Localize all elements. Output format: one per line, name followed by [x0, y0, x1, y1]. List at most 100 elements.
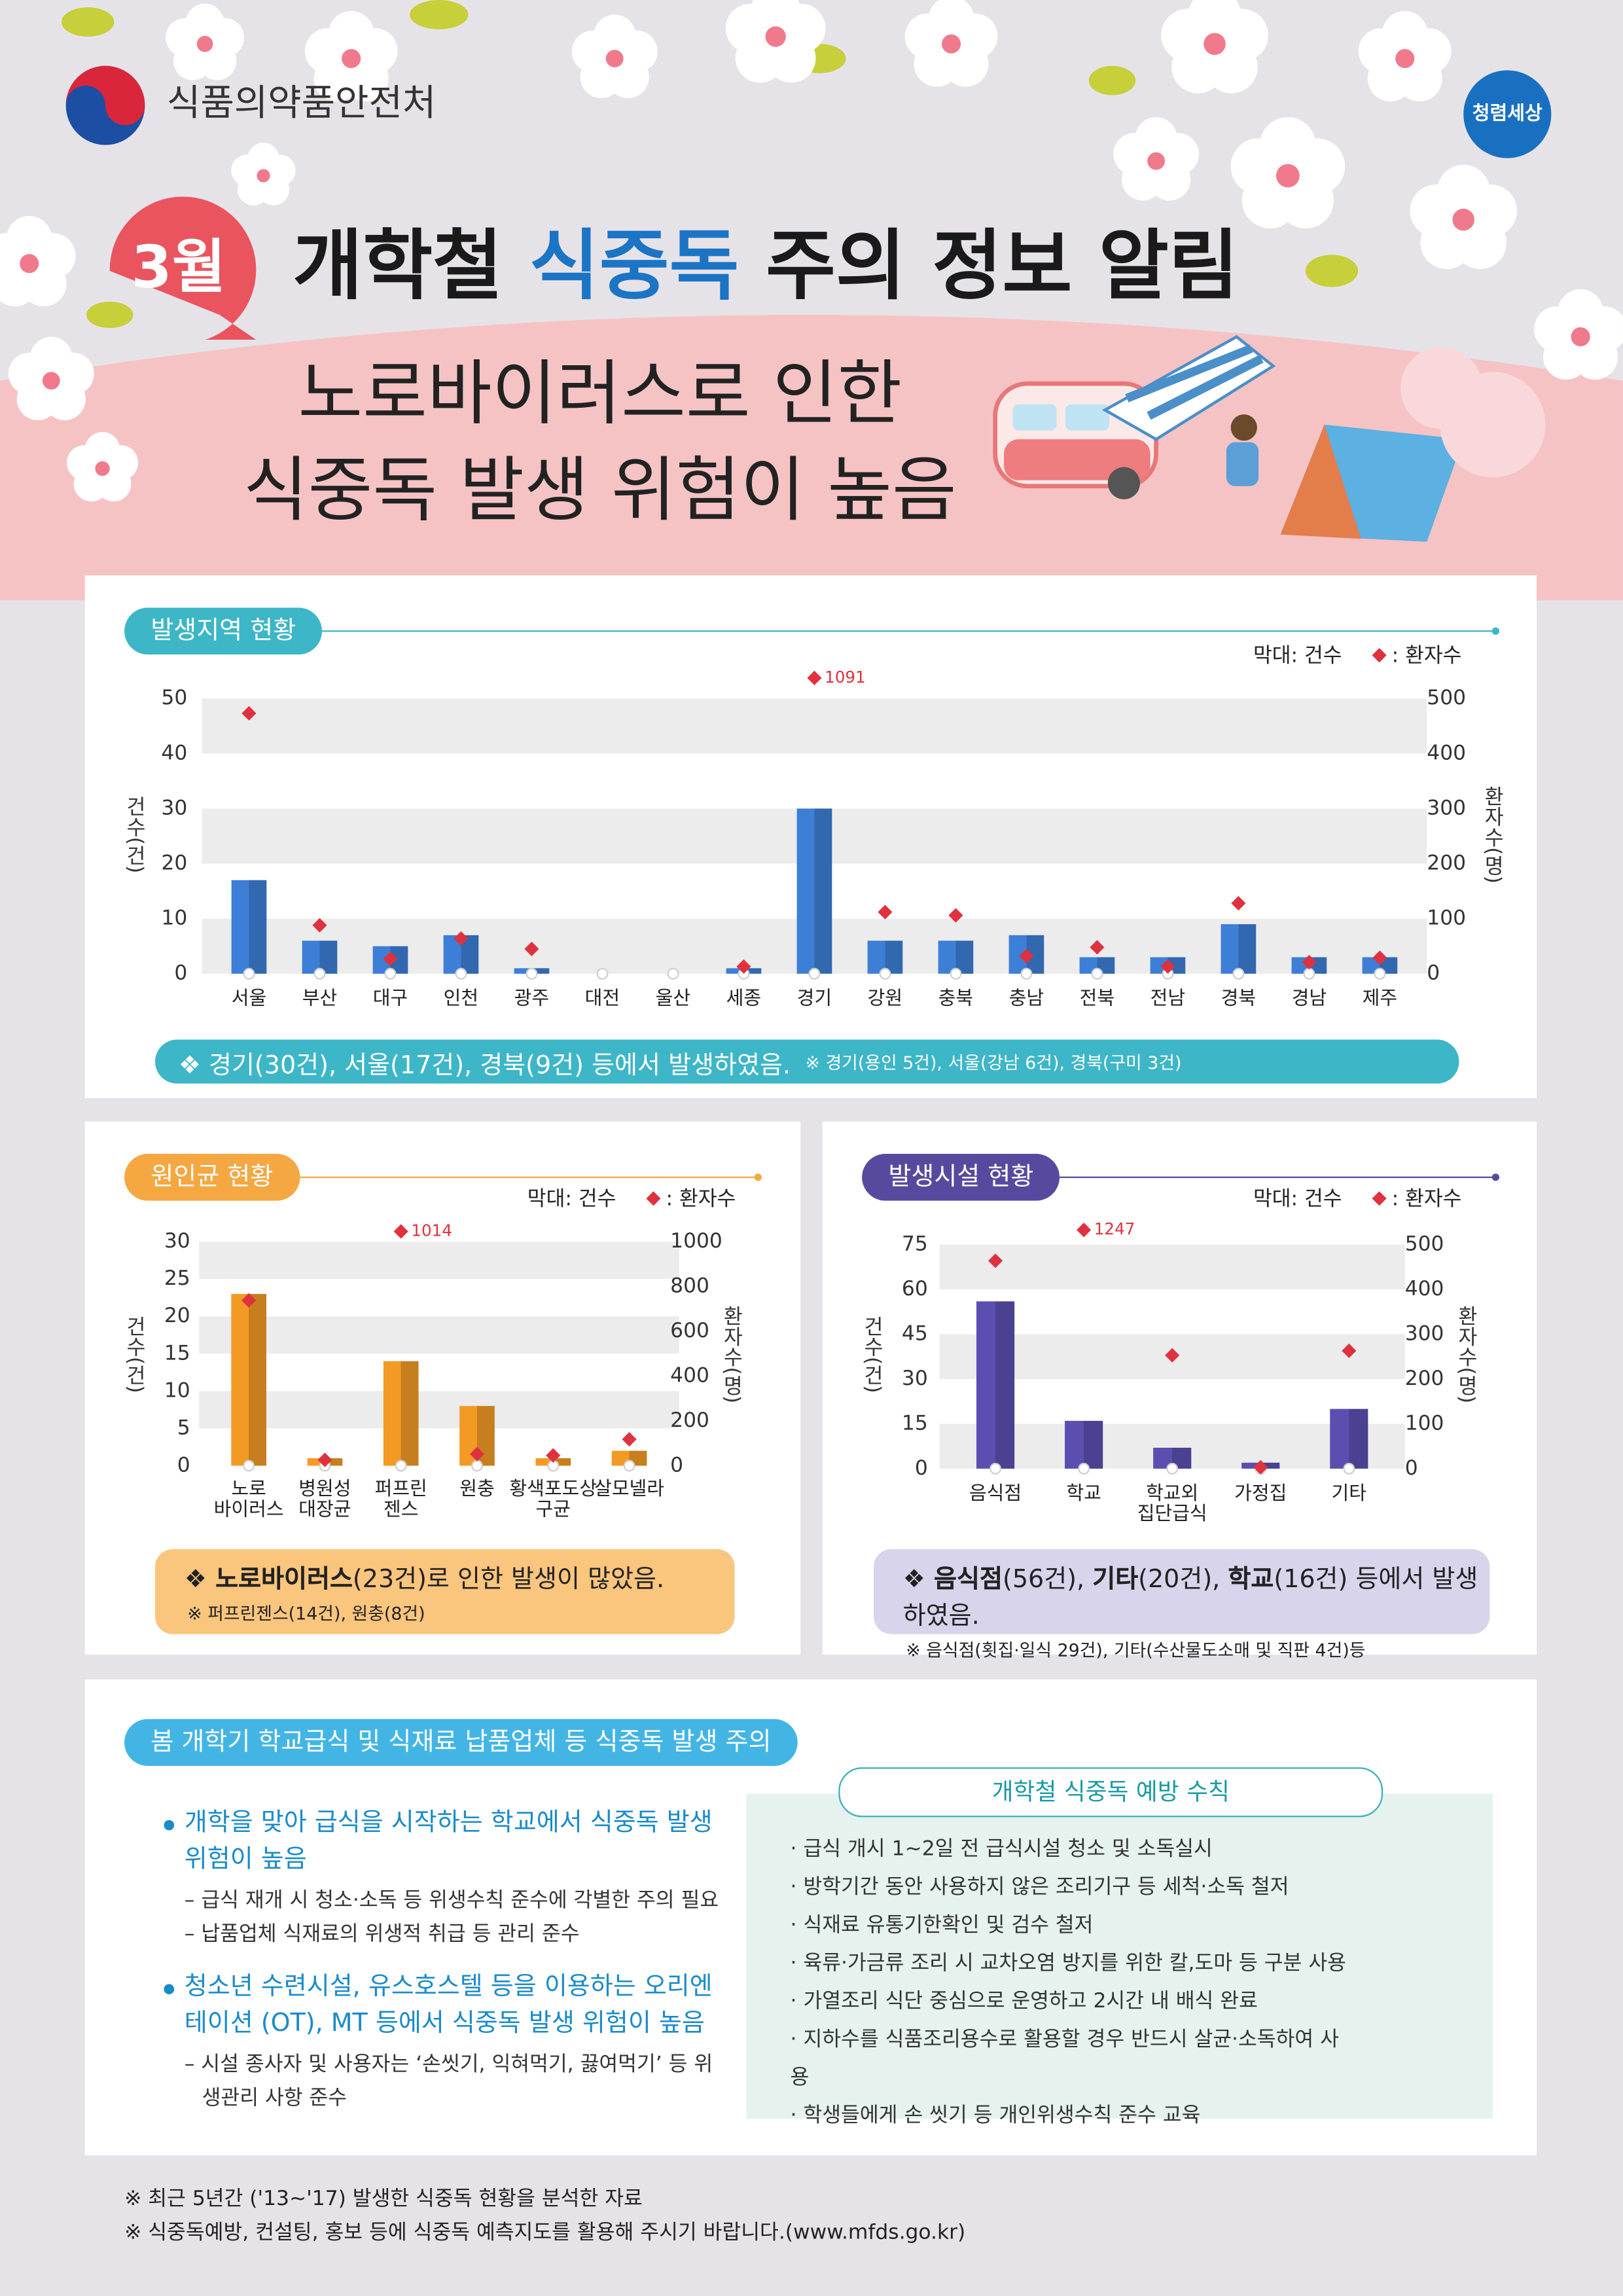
y-tick-label: 30 — [164, 1229, 190, 1253]
y2-axis-title: 환자수(명) — [1481, 785, 1505, 884]
note-line: ❖ 음식점(56건), 기타(20건), 학교(16건) 등에서 발생하였음. — [902, 1558, 1490, 1632]
warning-detail: – 납품업체 식재료의 위생적 취급 등 관리 준수 — [184, 1922, 580, 1946]
legend-label: : 환자수 — [1392, 643, 1462, 667]
marker — [393, 1224, 408, 1239]
y-tick-label: 25 — [164, 1266, 190, 1290]
base-dot — [1166, 1462, 1179, 1475]
title-part: 주의 정보 알림 — [740, 222, 1239, 310]
x-tick-label: 병원성 대장균 — [298, 1479, 351, 1522]
main-title: 개학철 식중독 주의 정보 알림 — [293, 222, 1239, 310]
y-axis-title: 건수(건) — [122, 795, 147, 874]
y2-tick-label: 0 — [1405, 1456, 1418, 1480]
chart-note: ❖ 경기(30건), 서울(17건), 경북(9건) 등에서 발생하였음. ※ 경… — [155, 1039, 1459, 1084]
y-tick-label: 30 — [161, 796, 187, 819]
note-line: ❖ 노로바이러스(23건)로 인한 발생이 많았음. — [184, 1558, 735, 1595]
legend-label: : 환자수 — [1392, 1187, 1462, 1210]
base-dot — [1020, 967, 1033, 980]
marker — [1372, 950, 1387, 965]
y-tick-label: 5 — [177, 1416, 190, 1439]
y2-tick-label: 0 — [670, 1453, 683, 1477]
note-line: ❖ 경기(30건), 서울(17건), 경북(9건) 등에서 발생하였음. — [179, 1043, 791, 1080]
base-dot — [313, 967, 326, 980]
rule: · 학생들에게 손 씻기 등 개인위생수칙 준수 교육 — [790, 2104, 1201, 2128]
decoration — [0, 0, 1623, 502]
base-dot — [1303, 967, 1315, 980]
legend-marker — [1372, 648, 1387, 663]
sub-note: ※ 경기(용인 5건), 서울(강남 6건), 경북(구미 3건) — [805, 1052, 1182, 1073]
base-dot — [808, 967, 821, 980]
rule: · 지하수를 식품조리용수로 활용할 경우 반드시 살균·소독하여 사용 — [790, 2028, 1339, 2090]
y-tick-label: 15 — [164, 1341, 190, 1365]
x-tick-label: 음식점 — [969, 1483, 1022, 1505]
title-rule-dot — [754, 1174, 762, 1181]
base-dot — [1374, 967, 1386, 980]
title-rule-dot — [1491, 1174, 1499, 1181]
warning-detail: – 시설 종사자 및 사용자는 ‘손씻기, 익혀먹기, 끓여먹기’ 등 위생관리… — [184, 2053, 713, 2110]
sub-note: ※ 퍼프린젠스(14건), 원충(8건) — [187, 1603, 425, 1624]
x-tick-label: 부산 — [302, 988, 338, 1011]
base-dot — [623, 1460, 635, 1472]
warning: 청소년 수련시설, 유스호스텔 등을 이용하는 오리엔테이션 (OT), MT … — [164, 1969, 727, 2116]
x-tick-label: 경남 — [1291, 988, 1327, 1011]
bar — [1065, 1420, 1103, 1469]
subtitle: 식중독 발생 위험이 높음 — [243, 449, 957, 531]
y-tick-label: 20 — [161, 851, 187, 874]
y-tick-label: 45 — [902, 1322, 928, 1346]
camper-illustration — [993, 334, 1546, 542]
x-tick-label: 전남 — [1150, 988, 1186, 1011]
legend-label: 막대: 건수 — [1253, 1187, 1342, 1210]
y2-tick-label: 400 — [1405, 1277, 1444, 1300]
marker — [1090, 940, 1105, 955]
x-tick-label: 원충 — [459, 1479, 495, 1501]
logo — [65, 65, 145, 145]
rule: · 가열조리 식단 중심으로 운영하고 2시간 내 배식 완료 — [790, 1990, 1258, 2014]
marker — [878, 905, 893, 920]
org-name: 식품의약품안전처 — [167, 82, 436, 124]
warning-text: 청소년 수련시설, 유스호스텔 등을 이용하는 오리엔테이션 (OT), MT … — [164, 1969, 727, 2043]
note-text: ❖ 노로바이러스 — [184, 1565, 353, 1595]
x-tick-label: 기타 — [1331, 1483, 1367, 1505]
sub-note: ※ 음식점(횟집·일식 29건), 기타(수산물도소매 및 직판 4건)등 — [906, 1640, 1366, 1660]
warning-text: 개학을 맞아 급식을 시작하는 학교에서 식중독 발생 위험이 높음 — [164, 1805, 727, 1878]
x-tick-label: 충남 — [1008, 988, 1044, 1011]
x-tick-label: 황색포도상 구균 — [509, 1479, 597, 1522]
y2-tick-label: 300 — [1427, 796, 1466, 819]
y2-axis-title: 환자수(명) — [1454, 1305, 1478, 1404]
warning-detail: – 급식 재개 시 청소·소독 등 위생수칙 준수에 각별한 주의 필요 — [184, 1888, 719, 1912]
grid-band — [199, 1316, 679, 1354]
subtitle: 노로바이러스로 인한 — [298, 353, 902, 435]
bar — [611, 1450, 647, 1466]
x-tick-label: 대전 — [584, 988, 620, 1011]
y-tick-label: 30 — [902, 1367, 928, 1390]
y2-tick-label: 200 — [670, 1408, 709, 1432]
note-text: 기타 — [1092, 1565, 1139, 1595]
y2-tick-label: 1000 — [670, 1229, 722, 1253]
warning-list: 개학을 맞아 급식을 시작하는 학교에서 식중독 발생 위험이 높음 – 급식 재… — [164, 1805, 727, 2115]
bar — [976, 1301, 1015, 1469]
section-title: 발생지역 현황 — [124, 607, 323, 655]
base-dot — [596, 967, 609, 980]
y-tick-label: 15 — [902, 1411, 928, 1435]
y2-tick-label: 200 — [1405, 1367, 1444, 1390]
warning: 개학을 맞아 급식을 시작하는 학교에서 식중독 발생 위험이 높음 – 급식 재… — [164, 1805, 727, 1952]
y-tick-label: 0 — [915, 1456, 928, 1480]
value-label: 1091 — [825, 668, 866, 687]
legend-label: 막대: 건수 — [527, 1187, 616, 1210]
legend-marker — [646, 1191, 661, 1206]
base-dot — [1091, 967, 1103, 980]
x-tick-label: 광주 — [514, 988, 550, 1011]
base-dot — [243, 1460, 255, 1472]
marker — [1077, 1223, 1092, 1238]
base-dot — [950, 967, 962, 980]
y2-tick-label: 100 — [1405, 1411, 1444, 1435]
title-part: 개학철 — [293, 222, 529, 310]
x-tick-label: 세종 — [726, 988, 762, 1011]
note-text: (20건), — [1138, 1565, 1228, 1595]
y-tick-label: 60 — [902, 1277, 928, 1300]
note-text: (16건) 등에서 발생하였음. — [902, 1565, 1478, 1632]
marker — [807, 670, 822, 685]
month-bubble — [109, 196, 257, 340]
month: 3월 — [132, 233, 226, 301]
